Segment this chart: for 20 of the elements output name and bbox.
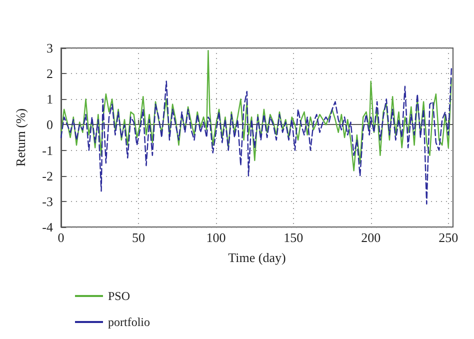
x-axis-title: Time (day) bbox=[228, 250, 286, 265]
legend-label: PSO bbox=[108, 289, 130, 303]
x-tick-label: 200 bbox=[361, 230, 381, 245]
y-tick-label: -1 bbox=[42, 142, 53, 158]
x-tick-label: 150 bbox=[284, 230, 304, 245]
line-series bbox=[60, 68, 452, 205]
y-axis-title: Return (%) bbox=[13, 108, 28, 167]
y-tick-label: -3 bbox=[42, 194, 53, 209]
y-tick-label: -4 bbox=[42, 220, 54, 234]
x-tick-label: 100 bbox=[206, 230, 226, 245]
y-tick-label: 2 bbox=[46, 66, 53, 82]
y-tick-label: -2 bbox=[42, 168, 53, 184]
x-tick-label: 0 bbox=[58, 230, 64, 245]
legend-label: portfolio bbox=[108, 315, 150, 329]
y-tick-label: 0 bbox=[46, 117, 53, 132]
line-series bbox=[60, 50, 452, 172]
y-tick-label: 1 bbox=[46, 92, 53, 107]
y-tick-label: 3 bbox=[46, 40, 53, 56]
x-tick-label: 250 bbox=[438, 230, 458, 245]
x-tick-label: 50 bbox=[132, 230, 145, 245]
